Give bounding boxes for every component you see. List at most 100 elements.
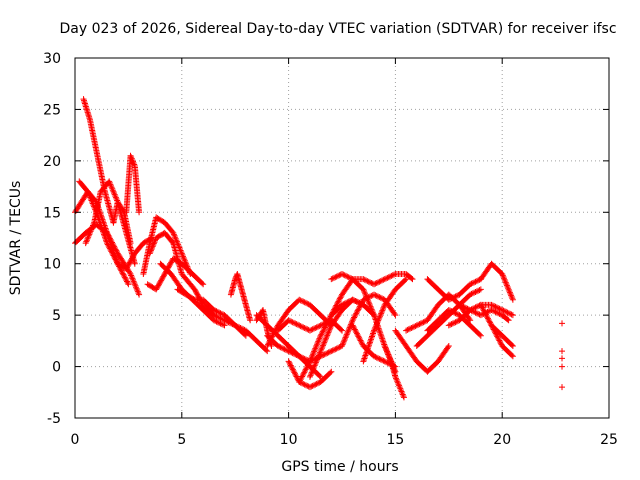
data-point [127, 152, 134, 159]
data-point [365, 343, 372, 350]
data-point [445, 322, 452, 329]
data-point [368, 305, 375, 311]
x-tick-label: 20 [493, 432, 511, 448]
data-point [327, 323, 334, 330]
data-point [306, 327, 313, 334]
data-point [507, 291, 514, 297]
y-tick-label: 5 [52, 308, 61, 324]
data-point [477, 312, 484, 319]
data-point [372, 292, 379, 299]
data-point [300, 380, 307, 387]
data-point [509, 295, 516, 302]
data-point [484, 315, 491, 322]
data-point [377, 331, 384, 338]
data-point [559, 320, 566, 327]
data-point [375, 317, 382, 324]
data-point [85, 190, 92, 197]
data-point [217, 320, 224, 327]
x-tick-label: 15 [386, 432, 404, 448]
data-point [559, 363, 566, 370]
data-point [304, 382, 311, 389]
data-point [505, 317, 512, 324]
data-point [111, 253, 118, 260]
data-point [282, 346, 289, 353]
data-point [332, 303, 339, 310]
data-point [318, 345, 325, 352]
data-point [113, 196, 120, 203]
data-point [286, 348, 293, 355]
data-point [384, 350, 391, 357]
data-point [160, 273, 167, 280]
data-point [502, 278, 509, 285]
data-point [316, 323, 323, 330]
data-point [322, 350, 329, 357]
data-point [494, 334, 501, 341]
data-point [486, 318, 493, 325]
data-point [371, 353, 378, 360]
data-point [290, 368, 297, 375]
data-point [376, 278, 383, 285]
data-point [161, 271, 168, 277]
data-point [285, 317, 292, 324]
data-point [323, 333, 330, 340]
data-point [124, 279, 131, 286]
data-point [351, 325, 358, 332]
data-point [328, 368, 335, 375]
data-point [123, 278, 130, 285]
data-point [469, 308, 476, 315]
data-point [559, 355, 566, 362]
data-point [355, 306, 362, 313]
data-point [366, 339, 373, 346]
data-point [358, 338, 365, 345]
data-point [379, 307, 386, 314]
data-point [128, 255, 135, 262]
data-point [332, 274, 339, 281]
data-point [509, 343, 516, 349]
data-point [147, 249, 154, 256]
data-point [178, 250, 185, 257]
data-point [364, 346, 371, 353]
data-point [320, 327, 327, 334]
data-point [508, 341, 515, 348]
data-point [118, 268, 125, 275]
data-point [404, 326, 411, 333]
data-point [345, 274, 352, 281]
data-point [364, 294, 371, 301]
data-point [361, 354, 368, 361]
data-point [342, 334, 349, 341]
data-point [473, 310, 480, 317]
data-point [351, 313, 358, 320]
axis-ticks: 0 5 10 15 20 25 -5 0 5 10 15 20 25 30 [43, 51, 618, 448]
data-point [494, 333, 501, 340]
data-point [332, 346, 339, 353]
data-point [360, 276, 367, 283]
data-point [467, 317, 474, 324]
data-point [128, 272, 135, 279]
data-point [213, 313, 220, 320]
data-point [324, 319, 331, 325]
y-tick-label: 20 [43, 154, 61, 170]
data-point [217, 315, 224, 322]
data-point [325, 349, 332, 356]
data-point [341, 272, 348, 279]
data-point [351, 297, 358, 304]
data-point [386, 355, 393, 362]
data-point [194, 291, 201, 298]
data-point [493, 304, 500, 311]
data-point [298, 374, 305, 381]
data-point [126, 260, 133, 267]
data-point [339, 341, 346, 348]
data-point [274, 343, 281, 349]
data-point [292, 320, 299, 327]
data-point [491, 303, 498, 310]
y-tick-label: 0 [52, 360, 61, 376]
data-point [504, 283, 511, 290]
data-point [309, 351, 316, 358]
data-point [509, 353, 516, 360]
data-point [135, 290, 142, 297]
data-point [502, 279, 509, 286]
data-point [167, 260, 174, 267]
data-point [503, 281, 510, 287]
data-point [453, 310, 460, 317]
data-point [471, 279, 478, 286]
